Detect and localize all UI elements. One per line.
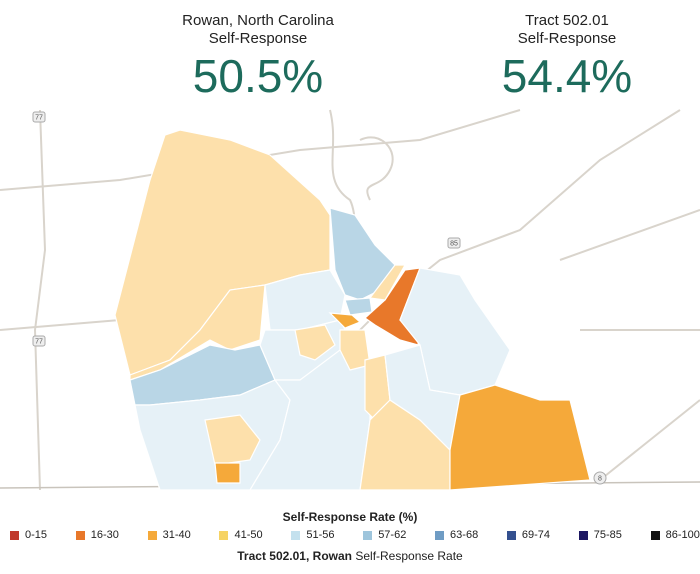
legend-item: 16-30 [75,529,119,541]
tract-stat: Tract 502.01 Self-Response 54.4% [417,12,700,102]
legend-label: 69-74 [521,529,551,541]
highway-label: 77 [35,114,43,121]
tract [214,462,241,484]
stat-measure: Self-Response [208,30,308,47]
legend-item: 75-85 [578,529,622,541]
legend-swatch [578,530,588,540]
legend-label: 57-62 [378,529,407,541]
legend-swatch [10,530,19,540]
highway-label: 77 [35,338,43,345]
tract [344,297,373,316]
caption: Tract 502.01, Rowan Self-Response Rate [0,549,700,563]
tract [368,264,407,301]
legend-swatch [650,530,660,540]
legend-label: 63-68 [450,529,479,541]
legend-item: 69-74 [506,529,551,541]
legend: 0-15 16-30 31-40 41-50 51-56 57-62 63-68 69-74 7… [10,529,700,541]
shield [447,237,461,249]
legend-label: 0-15 [25,529,48,541]
legend-label: 51-56 [306,529,335,541]
shield [32,335,46,347]
map: 77 85 77 8 [0,109,700,491]
shield [32,111,46,123]
caption-bold: Tract 502.01, Rowan [237,549,352,563]
legend-label: 41-50 [234,529,263,541]
highway-label: 8 [598,475,602,482]
shield [593,471,607,485]
tract [449,384,591,491]
stat-place: Rowan, North Carolina [182,12,334,29]
legend-swatch [363,530,373,540]
tract [328,312,362,329]
stat-measure: Self-Response [517,30,617,47]
legend-title: Self-Response Rate (%) [282,510,418,524]
legend-label: 31-40 [162,529,191,541]
stat-place: Tract 502.01 [525,12,609,29]
legend-item: 31-40 [147,529,191,541]
legend-label: 75-85 [593,529,622,541]
legend-item: 86-100 [650,529,700,541]
legend-label: 86-100 [665,529,700,541]
tract [339,329,371,371]
legend-swatch [147,530,157,540]
legend-swatch [219,530,229,540]
legend-item: 51-56 [291,529,334,541]
tract [204,414,261,466]
highway-shields: 77 85 77 8 [32,111,607,485]
highway-label: 85 [450,240,458,247]
legend-swatch [291,530,301,540]
legend-swatch [75,530,85,540]
stat-value: 54.4% [501,50,633,102]
legend-label: 16-30 [90,529,119,541]
legend-item: 41-50 [219,529,263,541]
legend-item: 0-15 [10,529,47,541]
tract [294,324,336,361]
county-stat: Rowan, North Carolina Self-Response 50.5… [108,12,408,102]
legend-item: 57-62 [363,529,406,541]
legend-swatch [506,530,516,540]
stat-value: 50.5% [192,50,324,102]
legend-item: 63-68 [435,529,478,541]
tracts [114,129,591,491]
caption-rest: Self-Response Rate [355,549,463,563]
legend-swatch [435,530,445,540]
